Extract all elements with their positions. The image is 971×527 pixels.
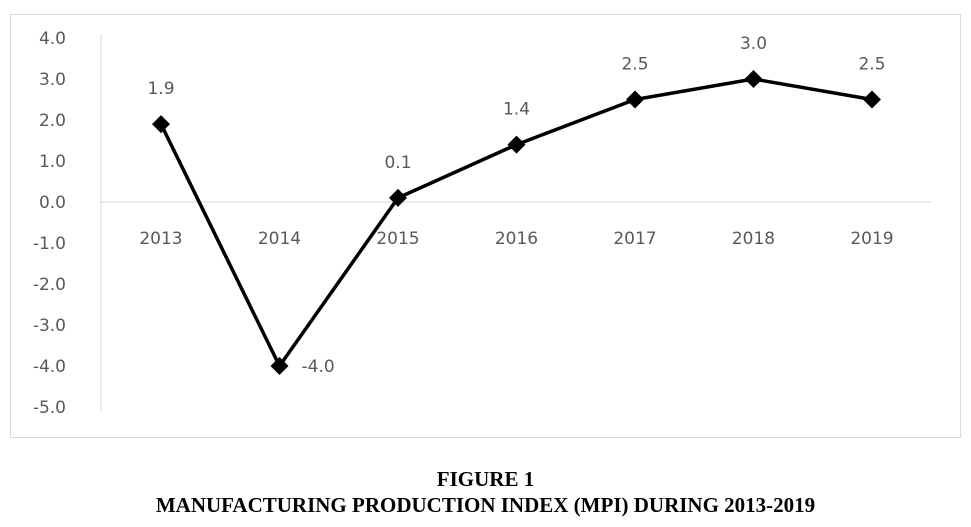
data-point-marker (507, 135, 526, 154)
y-axis-ticks: 4.0 3.0 2.0 1.0 0.0 -1.0 -2.0 -3.0 -4.0 -5.0 (33, 29, 66, 418)
x-tick-label: 2017 (613, 229, 656, 249)
data-label-group: 1.9 -4.0 0.1 1.4 2.5 3.0 2.5 (147, 34, 885, 377)
y-tick-label: 2.0 (39, 111, 66, 131)
chart-frame (10, 14, 961, 438)
y-tick-label: 1.0 (39, 152, 66, 172)
series-line-group (159, 77, 873, 368)
x-tick-label: 2015 (376, 229, 419, 249)
data-label: 3.0 (740, 34, 767, 54)
y-tick-label: -2.0 (33, 275, 66, 295)
figure-title: MANUFACTURING PRODUCTION INDEX (MPI) DUR… (155, 493, 816, 517)
data-point-marker (744, 70, 763, 88)
data-label: 2.5 (858, 55, 885, 75)
y-tick-label: -4.0 (33, 357, 66, 377)
data-point-marker (626, 90, 644, 109)
marker-group (152, 70, 881, 375)
data-point-marker (152, 115, 170, 134)
x-tick-label: 2019 (850, 229, 893, 249)
data-label: 1.9 (147, 79, 174, 99)
data-label: 0.1 (384, 153, 411, 173)
x-tick-label: 2013 (139, 229, 182, 249)
y-tick-label: -5.0 (33, 398, 66, 418)
data-label: -4.0 (302, 357, 335, 377)
series-line (159, 77, 873, 368)
y-tick-label: -3.0 (33, 316, 66, 336)
data-label: 1.4 (503, 100, 530, 120)
figure-caption: FIGURE 1 MANUFACTURING PRODUCTION INDEX … (0, 466, 971, 518)
x-tick-label: 2018 (732, 229, 775, 249)
figure-label: FIGURE 1 (436, 467, 535, 491)
line-chart: 4.0 3.0 2.0 1.0 0.0 -1.0 -2.0 -3.0 -4.0 -5.0 2013… (33, 29, 931, 418)
data-label: 2.5 (621, 55, 648, 75)
data-point-marker (270, 357, 289, 375)
y-tick-label: 3.0 (39, 70, 66, 90)
x-tick-label: 2016 (495, 229, 538, 249)
data-point-marker (389, 188, 407, 207)
y-tick-label: 4.0 (39, 29, 66, 49)
y-tick-label: 0.0 (39, 193, 66, 213)
y-tick-label: -1.0 (33, 234, 66, 254)
data-point-marker (863, 90, 881, 109)
x-tick-label: 2014 (258, 229, 301, 249)
x-axis-ticks: 2013 2014 2015 2016 2017 2018 2019 (139, 229, 893, 249)
chart-axes (100, 34, 931, 411)
